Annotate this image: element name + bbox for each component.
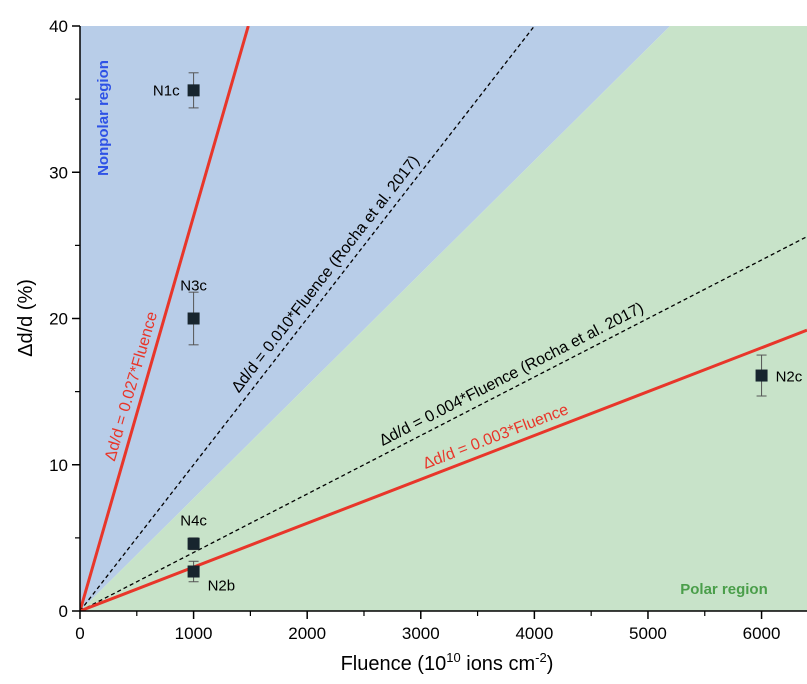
- point-label: N3c: [180, 278, 207, 295]
- point-label: N1c: [153, 82, 180, 99]
- polar-region-fill: [80, 26, 807, 611]
- axes: 0 1000 2000 3000 4000 5000 6000 0 10 20 30 40: [49, 17, 807, 643]
- marker: [187, 84, 200, 97]
- y-axis-title: Δd/d (%): [15, 279, 37, 357]
- y-tick-label: 20: [49, 310, 68, 329]
- x-tick-label: 6000: [743, 624, 781, 643]
- x-tick-label: 1000: [175, 624, 213, 643]
- data-point-n2c: N2c: [755, 354, 803, 397]
- polar-region-label: Polar region: [680, 581, 768, 598]
- fit-line-0010-rocha: [80, 26, 535, 611]
- fit-line-0027: [80, 26, 250, 611]
- x-tick-label: 0: [75, 624, 84, 643]
- y-tick-label: 10: [49, 456, 68, 475]
- point-label: N2c: [776, 369, 803, 386]
- data-point-n2b: N2b: [187, 560, 236, 595]
- point-label: N4c: [180, 513, 207, 530]
- y-tick-label: 30: [49, 163, 68, 182]
- x-axis-title: Fluence (1010 ions cm-2): [341, 650, 554, 675]
- fit-line-0004-rocha: [80, 236, 807, 611]
- marker: [187, 312, 200, 325]
- point-label: N2b: [208, 578, 236, 595]
- data-point-n4c: N4c: [180, 513, 207, 551]
- x-tick-label: 5000: [629, 624, 667, 643]
- marker: [755, 369, 768, 382]
- x-tick-label: 2000: [288, 624, 326, 643]
- x-tick-label: 3000: [402, 624, 440, 643]
- data-point-n3c: N3c: [180, 278, 207, 346]
- fit-line-0003: [80, 328, 807, 611]
- plot-area: [80, 26, 807, 611]
- y-tick-label: 40: [49, 17, 68, 36]
- marker: [187, 565, 200, 578]
- marker: [187, 537, 200, 550]
- nonpolar-region-label: Nonpolar region: [95, 60, 112, 176]
- y-tick-label: 0: [59, 602, 68, 621]
- data-point-n1c: N1c: [153, 72, 200, 109]
- x-tick-label: 4000: [515, 624, 553, 643]
